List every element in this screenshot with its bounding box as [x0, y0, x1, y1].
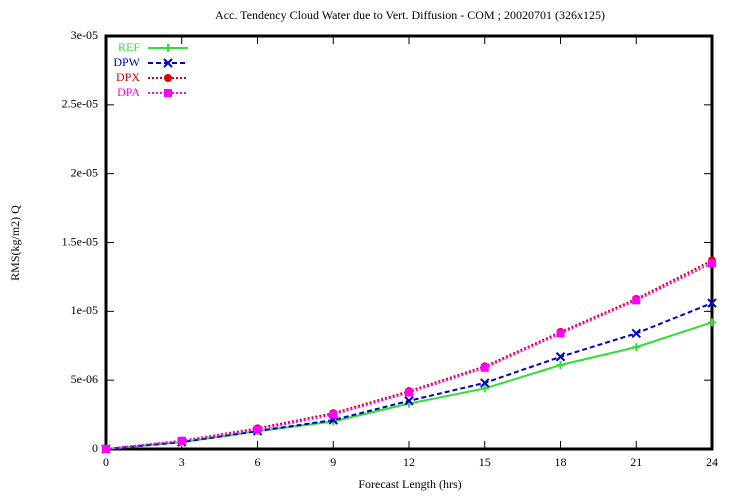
legend-label: DPW — [113, 55, 140, 69]
marker — [707, 298, 717, 308]
marker — [164, 74, 172, 82]
marker — [556, 329, 565, 338]
marker — [164, 44, 172, 52]
series-line — [105, 262, 713, 450]
marker — [164, 89, 172, 97]
x-tick-label: 9 — [330, 455, 336, 469]
marker — [708, 259, 716, 268]
y-tick-label: 1.5e-05 — [62, 234, 98, 248]
marker — [253, 425, 262, 434]
marker — [708, 318, 716, 327]
series-line — [105, 321, 713, 450]
legend-label: REF — [118, 40, 140, 54]
series-line — [105, 302, 713, 450]
y-tick-label: 5e-06 — [71, 372, 98, 386]
marker — [163, 58, 173, 68]
y-tick-label: 1e-05 — [71, 303, 98, 317]
marker — [556, 361, 565, 370]
x-tick-label: 21 — [630, 455, 642, 469]
x-tick-label: 0 — [103, 455, 109, 469]
marker — [177, 436, 186, 445]
marker — [632, 296, 641, 305]
legend-label: DPX — [116, 70, 140, 84]
marker — [631, 328, 641, 339]
y-tick-label: 2e-05 — [71, 165, 98, 179]
legend-label: DPA — [117, 85, 140, 99]
x-tick-label: 15 — [479, 455, 491, 469]
marker — [555, 352, 566, 362]
plot-frame — [104, 34, 714, 451]
y-tick-label: 3e-05 — [71, 28, 98, 42]
marker — [480, 363, 489, 372]
y-axis-label: RMS(kg/m2) Q — [8, 205, 22, 281]
x-axis-label: Forecast Length (hrs) — [358, 477, 461, 491]
marker — [480, 384, 489, 393]
x-tick-label: 18 — [555, 455, 567, 469]
marker — [329, 410, 338, 419]
marker — [404, 396, 414, 406]
marker — [405, 388, 413, 397]
y-tick-label: 2.5e-05 — [62, 97, 98, 111]
marker — [480, 378, 490, 388]
y-tick-label: 0 — [92, 441, 98, 455]
chart-title: Acc. Tendency Cloud Water due to Vert. D… — [215, 8, 605, 22]
x-tick-label: 6 — [255, 455, 261, 469]
marker — [632, 343, 641, 352]
x-tick-label: 3 — [179, 455, 185, 469]
x-tick-label: 24 — [706, 455, 718, 469]
marker — [102, 445, 110, 453]
series-line — [105, 259, 713, 450]
x-tick-label: 12 — [403, 455, 415, 469]
